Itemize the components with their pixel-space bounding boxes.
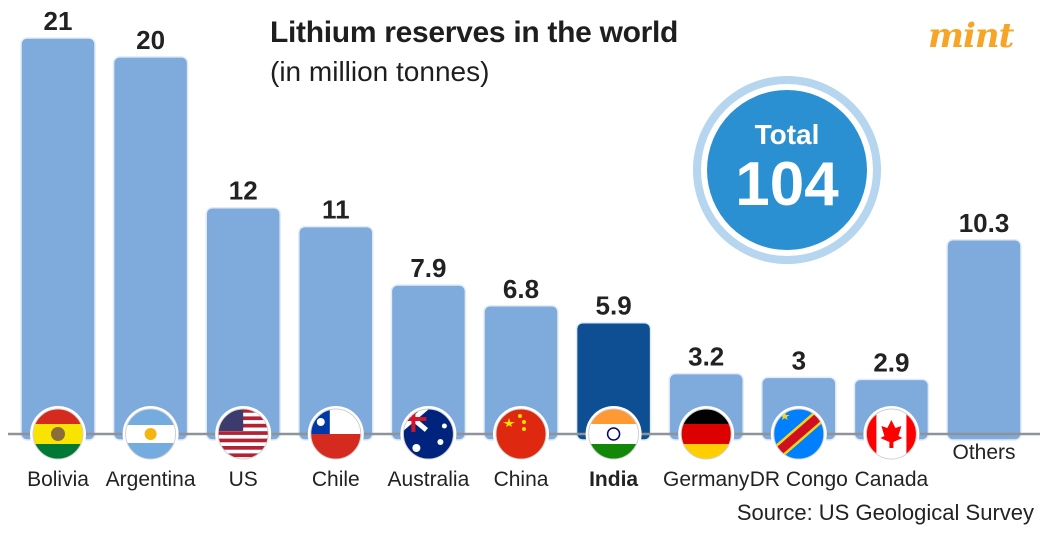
chart-subtitle: (in million tonnes)	[270, 56, 490, 87]
bolivia-flag-icon	[30, 406, 86, 462]
category-label-argentina: Argentina	[106, 468, 196, 491]
bar-us	[205, 206, 281, 441]
argentina-flag-icon	[122, 406, 179, 462]
value-label-argentina: 20	[136, 25, 165, 55]
brand-logo: mint	[928, 16, 1014, 56]
value-label-chile: 11	[322, 195, 350, 225]
category-label-bolivia: Bolivia	[27, 468, 89, 491]
badge-label: Total	[755, 119, 820, 150]
bars-layer	[20, 37, 1022, 441]
value-label-india: 5.9	[596, 291, 632, 321]
chile-flag-icon	[307, 406, 364, 462]
value-label-germany: 3.2	[688, 342, 724, 372]
bar-others	[946, 239, 1022, 441]
category-label-dr-congo: DR Congo	[750, 468, 848, 491]
bar-argentina	[112, 56, 189, 441]
value-label-canada: 2.9	[873, 347, 909, 377]
badge-value: 104	[735, 150, 839, 219]
category-label-germany: Germany	[663, 468, 750, 491]
labels-layer: 21 Bolivia 20 Argentina 12 US 11 Chile 7.9 Austra…	[27, 6, 1015, 491]
category-label-canada: Canada	[855, 468, 929, 491]
source-note: Source: US Geological Survey	[736, 500, 1034, 525]
flags-layer	[30, 406, 920, 462]
germany-flag-icon	[678, 406, 735, 462]
china-flag-icon	[493, 406, 549, 462]
category-label-chile: Chile	[312, 468, 360, 491]
badge-core	[707, 90, 867, 250]
dr-congo-flag-icon	[770, 406, 827, 462]
category-label-india: India	[589, 468, 638, 491]
chart-title: Lithium reserves in the world	[270, 16, 679, 49]
value-label-australia: 7.9	[410, 253, 446, 283]
bar-bolivia	[20, 37, 96, 441]
category-label-australia: Australia	[388, 468, 470, 491]
canada-flag-icon	[863, 406, 920, 462]
value-label-bolivia: 21	[44, 6, 73, 36]
total-badge: Total 104	[693, 76, 881, 264]
category-label-china: China	[494, 468, 549, 491]
value-label-us: 12	[229, 176, 258, 206]
category-label-others: Others	[952, 441, 1015, 464]
us-flag-icon	[215, 406, 272, 462]
value-label-dr-congo: 3	[792, 345, 806, 375]
australia-flag-icon	[400, 406, 457, 462]
value-label-china: 6.8	[503, 274, 539, 304]
value-label-others: 10.3	[959, 208, 1010, 238]
india-flag-icon	[585, 406, 642, 462]
category-label-us: US	[229, 468, 258, 491]
